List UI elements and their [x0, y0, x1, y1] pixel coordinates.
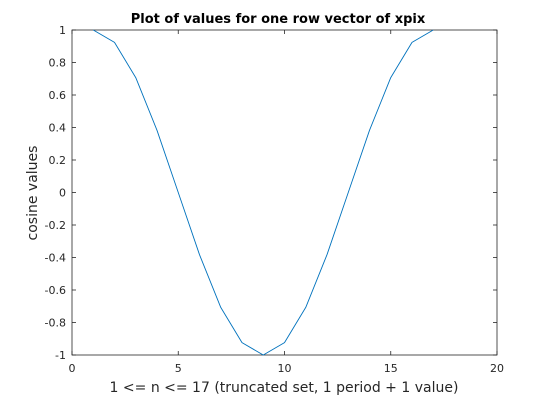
y-tick-label: 0.8: [49, 57, 67, 70]
y-tick-label: 0: [59, 187, 66, 200]
x-tick-label: 5: [175, 362, 182, 375]
plot-area: 0 5 10 15 20 -1 -0.8 -0.6 -0.4 -0.2 0 0.2 0.4 0.6 0.8 1: [45, 24, 504, 375]
x-axis-label: 1 <= n <= 17 (truncated set, 1 period + …: [110, 380, 459, 396]
chart-title: Plot of values for one row vector of xpi…: [131, 12, 426, 27]
y-tick-label: 0.4: [49, 122, 67, 135]
axes-box: [71, 29, 498, 356]
x-tick-label: 10: [278, 362, 292, 375]
y-tick-label: -0.2: [45, 219, 66, 232]
y-tick-label: -1: [55, 349, 66, 362]
y-tick-label: 0.2: [49, 154, 67, 167]
series-line-0: [93, 29, 434, 356]
y-tick-label: -0.8: [45, 317, 66, 330]
y-tick-label: 1: [59, 24, 66, 37]
x-tick-label: 0: [69, 362, 76, 375]
y-axis-label: cosine values: [25, 146, 41, 241]
x-tick-label: 20: [490, 362, 504, 375]
y-tick-label: -0.4: [45, 252, 66, 265]
y-tick-label: -0.6: [45, 284, 66, 297]
y-tick-label: 0.6: [49, 89, 67, 102]
x-tick-label: 15: [384, 362, 398, 375]
